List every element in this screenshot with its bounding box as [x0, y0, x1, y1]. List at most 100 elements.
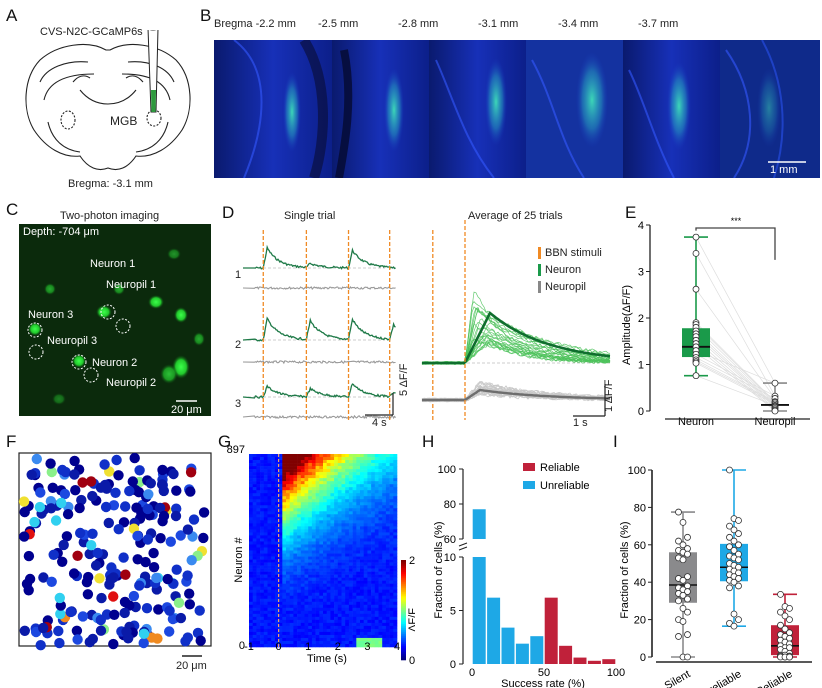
- g-heat-cell: [267, 631, 272, 636]
- g-heat-cell: [249, 544, 253, 548]
- g-heat-cell: [311, 478, 316, 482]
- f-scale-bar-label: 20 μm: [176, 660, 207, 672]
- slice-label-6: -3.7 mm: [638, 18, 679, 30]
- g-heat-cell: [363, 589, 368, 594]
- g-heat-cell: [334, 502, 339, 506]
- g-heat-cell: [263, 625, 268, 630]
- g-heat-cell: [282, 478, 287, 482]
- g-heat-cell: [360, 502, 364, 506]
- g-heat-cell: [252, 481, 257, 485]
- g-heat-cell: [249, 598, 253, 603]
- g-heat-cell: [389, 457, 394, 461]
- g-heat-cell: [315, 592, 320, 597]
- g-heat-cell: [348, 463, 353, 467]
- g-heat-cell: [360, 529, 364, 533]
- g-heat-cell: [389, 523, 394, 527]
- g-colorbar-segment: [401, 652, 406, 655]
- g-heat-cell: [337, 469, 342, 473]
- g-heat-cell: [374, 469, 379, 473]
- g-heat-cell: [393, 487, 398, 491]
- g-heat-cell: [260, 535, 265, 539]
- g-heat-cell: [382, 571, 387, 575]
- g-heat-cell: [282, 568, 287, 572]
- g-heat-cell: [363, 538, 368, 542]
- g-heat-cell: [271, 457, 276, 461]
- g-heat-cell: [326, 574, 331, 578]
- f-neuron-dot: [156, 479, 168, 490]
- g-heat-cell: [367, 550, 372, 554]
- g-heat-cell: [315, 517, 320, 521]
- i-point: [730, 578, 738, 586]
- g-heat-cell: [360, 598, 364, 603]
- g-heat-cell: [260, 634, 265, 639]
- g-heat-cell: [334, 628, 339, 633]
- g-heat-cell: [382, 637, 387, 642]
- g-heat-cell: [289, 490, 294, 494]
- g-heat-cell: [319, 514, 324, 518]
- g-heat-cell: [393, 556, 398, 560]
- g-heat-cell: [308, 577, 313, 581]
- g-heat-cell: [356, 622, 361, 627]
- g-heat-cell: [330, 616, 335, 621]
- g-heat-cell: [356, 568, 361, 572]
- e-pair-line: [695, 362, 776, 405]
- g-heat-cell: [341, 547, 346, 551]
- g-heat-cell: [352, 598, 357, 603]
- g-heat-cell: [345, 631, 350, 636]
- g-heat-cell: [311, 589, 316, 594]
- g-heat-cell: [315, 499, 320, 503]
- g-heat-cell: [256, 463, 261, 467]
- i-point: [684, 608, 691, 616]
- f-neuron-dot: [77, 611, 89, 622]
- f-neuron-dot: [53, 625, 64, 637]
- g-heat-cell: [334, 586, 339, 591]
- g-heat-cell: [315, 484, 320, 488]
- g-heat-cell: [323, 457, 327, 461]
- g-heat-cell: [260, 457, 265, 461]
- g-heat-cell: [263, 463, 268, 467]
- g-heat-cell: [393, 490, 398, 494]
- f-neuron-dot: [74, 502, 85, 514]
- g-heat-cell: [393, 592, 398, 597]
- g-heat-cell: [311, 535, 316, 539]
- g-heat-cell: [300, 496, 305, 500]
- g-heat-cell: [367, 523, 372, 527]
- g-heat-cell: [289, 535, 294, 539]
- f-neuron-dot: [145, 478, 156, 489]
- g-heat-cell: [378, 577, 383, 581]
- g-heat-cell: [389, 586, 394, 591]
- g-heat-cell: [348, 475, 353, 479]
- f-neuron-dot: [47, 482, 58, 493]
- g-colorbar-segment: [401, 590, 406, 593]
- g-heat-cell: [263, 601, 268, 606]
- g-heat-cell: [297, 517, 302, 521]
- g-heat-cell: [274, 631, 279, 636]
- g-heat-cell: [289, 508, 294, 512]
- g-heat-cell: [289, 559, 294, 563]
- g-heat-cell: [297, 601, 302, 606]
- g-heat-cell: [282, 622, 287, 627]
- g-heat-cell: [286, 586, 290, 591]
- g-heat-cell: [274, 544, 279, 548]
- g-heat-cell: [323, 553, 327, 557]
- g-heat-cell: [256, 625, 261, 630]
- g-heat-cell: [278, 616, 283, 621]
- g-heat-cell: [393, 631, 398, 636]
- g-heat-cell: [367, 619, 372, 624]
- g-heat-cell: [263, 454, 268, 458]
- f-neuron-dot: [118, 552, 129, 563]
- g-heat-cell: [345, 547, 350, 551]
- g-heat-cell: [382, 562, 387, 566]
- g-heat-cell: [271, 586, 276, 591]
- g-heat-cell: [389, 505, 394, 509]
- g-heat-cell: [348, 556, 353, 560]
- g-heat-cell: [345, 634, 350, 639]
- g-heat-cell: [271, 502, 276, 506]
- g-heat-cell: [337, 520, 342, 524]
- g-colorbar-segment: [401, 598, 406, 601]
- roi-label-neuropil-3: Neuropil 3: [47, 335, 98, 347]
- g-heat-cell: [371, 622, 376, 627]
- g-heat-cell: [374, 520, 379, 524]
- g-heat-cell: [371, 481, 376, 485]
- g-heat-cell: [289, 511, 294, 515]
